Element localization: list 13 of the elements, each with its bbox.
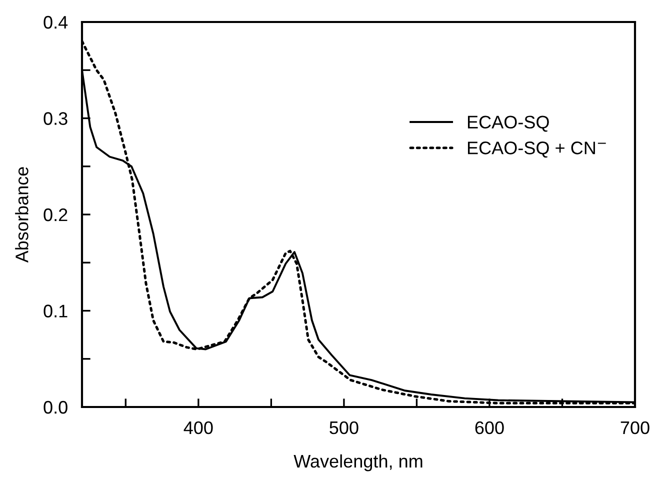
y-tick-label: 0.4 [44,16,68,29]
x-tick-label: 600 [475,421,504,434]
x-tick-label: 700 [620,421,650,434]
y-tick-label: 0.3 [44,112,68,125]
y-axis-title: Absorbance [15,167,28,263]
x-tick-label: 400 [184,421,213,434]
x-axis-title: Wavelength, nm [294,454,422,472]
y-tick-label: 0.0 [44,400,68,414]
y-tick-label: 0.1 [44,304,68,318]
x-tick-label: 500 [330,421,358,434]
y-tick-label: 0.2 [44,208,68,222]
legend-label: ECAO-SQ + CN$^{−}$ [468,142,606,158]
legend-label: ECAO-SQ [468,116,549,132]
